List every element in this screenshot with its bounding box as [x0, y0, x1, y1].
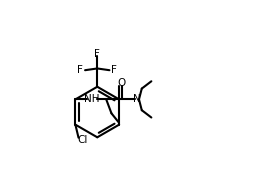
Text: F: F: [111, 65, 117, 75]
Text: F: F: [77, 65, 83, 75]
Text: NH: NH: [84, 94, 100, 104]
Text: F: F: [94, 49, 100, 59]
Text: N: N: [133, 94, 141, 104]
Text: Cl: Cl: [77, 135, 88, 145]
Text: O: O: [117, 78, 126, 88]
